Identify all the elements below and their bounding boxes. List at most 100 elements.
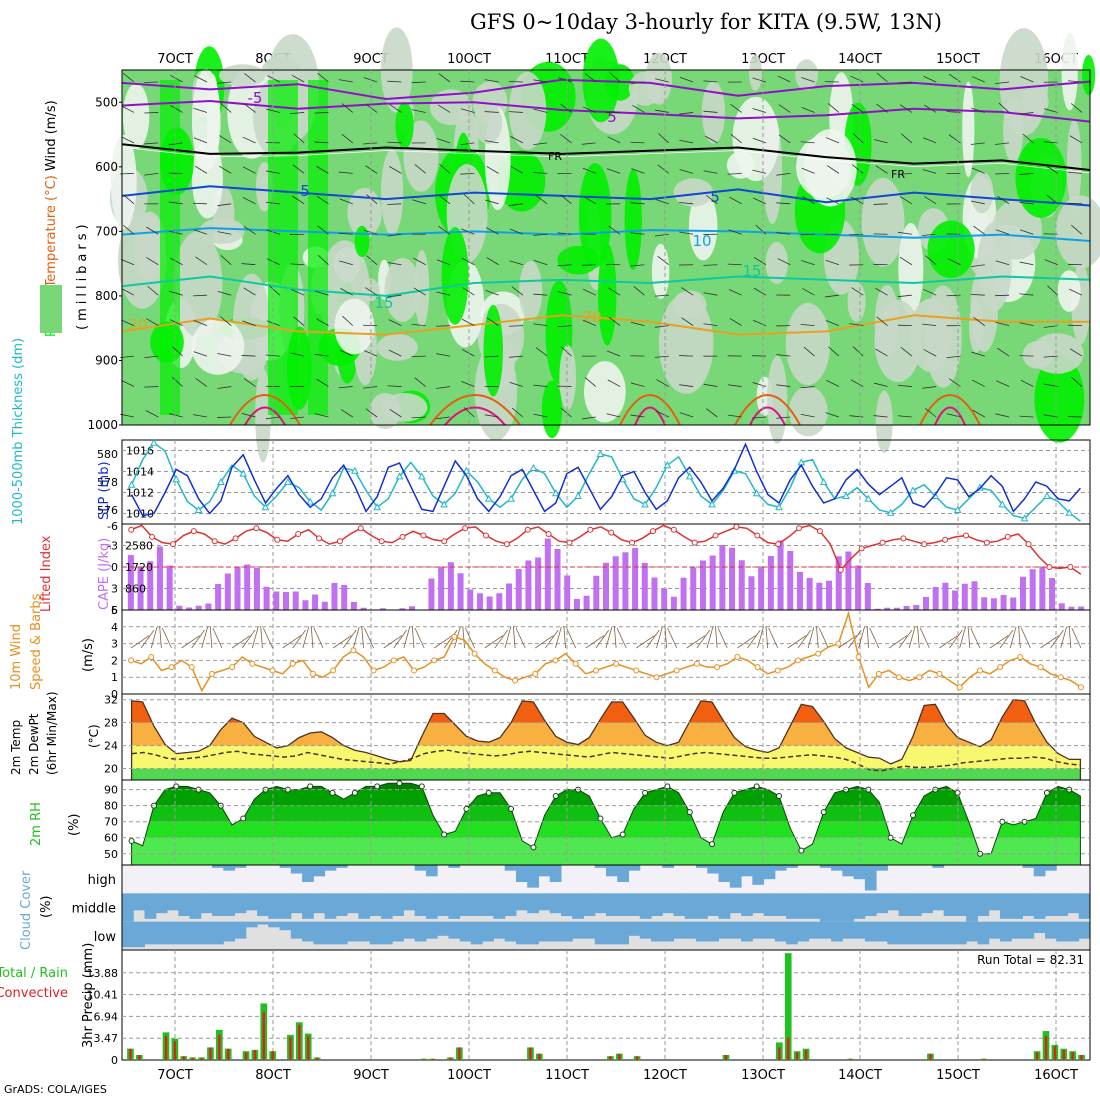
- wind-barb: [265, 416, 280, 420]
- wind-barb: [801, 260, 815, 266]
- surface-wind-barb: [462, 626, 465, 649]
- wind-barb: [220, 102, 232, 113]
- cape-bar: [661, 588, 668, 610]
- cloud-cell: [932, 893, 945, 911]
- cloud-cell: [831, 865, 843, 871]
- cape-bar: [467, 589, 474, 610]
- precip-conv-bar: [129, 1048, 132, 1060]
- wind-barb: [899, 104, 913, 113]
- wind-barb: [995, 260, 1010, 266]
- cape-bar: [147, 561, 154, 610]
- rh-tick: 50: [104, 848, 118, 861]
- precip-conv-bar: [1062, 1049, 1065, 1060]
- surface-wind-barb: [130, 635, 150, 649]
- wind-barb: [1019, 201, 1034, 205]
- cloud-cell: [876, 893, 888, 914]
- cape-bar: [409, 606, 416, 610]
- wind-barb: [1069, 288, 1083, 296]
- cloud-cell: [369, 893, 382, 916]
- y-tick-pressure: 600: [95, 160, 118, 174]
- surface-wind-barb: [361, 626, 364, 649]
- thickness-line-point: [886, 508, 895, 516]
- wind-barb: [267, 75, 281, 83]
- cape-bar: [515, 569, 522, 610]
- surface-wind-barb: [613, 626, 617, 649]
- cloud-cell: [1011, 921, 1023, 939]
- wind-barb: [121, 136, 135, 144]
- wind-barb: [584, 72, 597, 83]
- rh-blotch: [369, 393, 401, 429]
- temp-band: [131, 699, 1081, 723]
- cloud-cell: [245, 893, 258, 911]
- wind-barb: [851, 103, 864, 113]
- cape-bar: [787, 551, 794, 610]
- wind-barb: [776, 172, 791, 176]
- cape-bar: [632, 548, 639, 610]
- wind-barb: [1068, 80, 1083, 83]
- cloud-cell: [774, 865, 787, 871]
- cloud-cell: [1056, 921, 1068, 942]
- dewpoint-line: [131, 749, 1081, 772]
- wind-barb: [583, 196, 597, 205]
- precip-conv-bar: [538, 1053, 541, 1060]
- lifted-index-line-point: [733, 523, 740, 530]
- precip-conv-bar: [458, 1047, 461, 1060]
- wind-barb: [193, 107, 208, 113]
- isotherm-line-double: [121, 146, 1091, 174]
- precip-conv-bar: [778, 1047, 781, 1060]
- surface-wind-barb: [181, 635, 200, 649]
- cape-bar: [341, 585, 348, 610]
- cloud-cell: [515, 921, 528, 945]
- lifted-index-line-point: [754, 532, 761, 539]
- wind-barb: [800, 413, 815, 418]
- wind-barb: [243, 225, 256, 235]
- rh-point: [909, 812, 916, 819]
- cloud-cell: [819, 921, 832, 939]
- wind-barb: [679, 76, 694, 83]
- wind-barb: [581, 416, 596, 420]
- precip-conv-bar: [298, 1024, 301, 1060]
- wind-barb: [1070, 103, 1083, 113]
- wind-barb: [970, 200, 985, 205]
- surface-wind-barb: [241, 629, 256, 649]
- surface-wind-barb: [282, 635, 302, 649]
- lifted-index-line-point: [879, 539, 886, 546]
- surface-wind-barb: [747, 629, 761, 649]
- wind-barb: [608, 225, 621, 235]
- wind-barb: [146, 257, 159, 266]
- rh-blotch: [134, 211, 166, 282]
- wind-speed-line: [130, 610, 1082, 693]
- cloud-cell: [673, 893, 686, 916]
- cloud-cell: [729, 921, 742, 939]
- cape-bar: [1068, 606, 1075, 610]
- surface-wind-barb: [917, 626, 920, 649]
- wind-barb: [609, 72, 621, 83]
- lifted-index-line-point: [796, 525, 803, 532]
- cloud-cell: [921, 921, 933, 945]
- wind-barb: [340, 288, 353, 296]
- cloud-cell: [459, 893, 472, 916]
- lifted-index-line-point: [441, 538, 448, 545]
- precip-conv-bar: [929, 1053, 932, 1060]
- lifted-index-line-point: [211, 538, 218, 545]
- wind-barb: [899, 256, 913, 266]
- surface-wind-barb: [566, 627, 577, 649]
- wind-speed-line-point: [168, 664, 175, 671]
- cape-bar: [127, 555, 134, 610]
- wind-barb: [435, 325, 451, 327]
- wind-speed-line-point: [754, 664, 761, 671]
- wind-barb: [654, 233, 669, 237]
- precip-conv-bar: [209, 1047, 212, 1060]
- rh-blotch: [441, 227, 469, 325]
- wind-barb: [437, 104, 451, 113]
- thickness-line-point: [708, 500, 716, 508]
- wind-barb: [972, 379, 985, 387]
- precip-conv-bar: [795, 1052, 799, 1060]
- isotherm-30: [749, 406, 786, 426]
- cloud-cell: [133, 893, 146, 911]
- thickness-line-point: [373, 503, 382, 511]
- wind-barb: [266, 108, 280, 113]
- precip-conv-bar: [315, 1057, 319, 1060]
- cape-bar: [573, 599, 580, 610]
- wind-units: (m/s): [81, 638, 96, 672]
